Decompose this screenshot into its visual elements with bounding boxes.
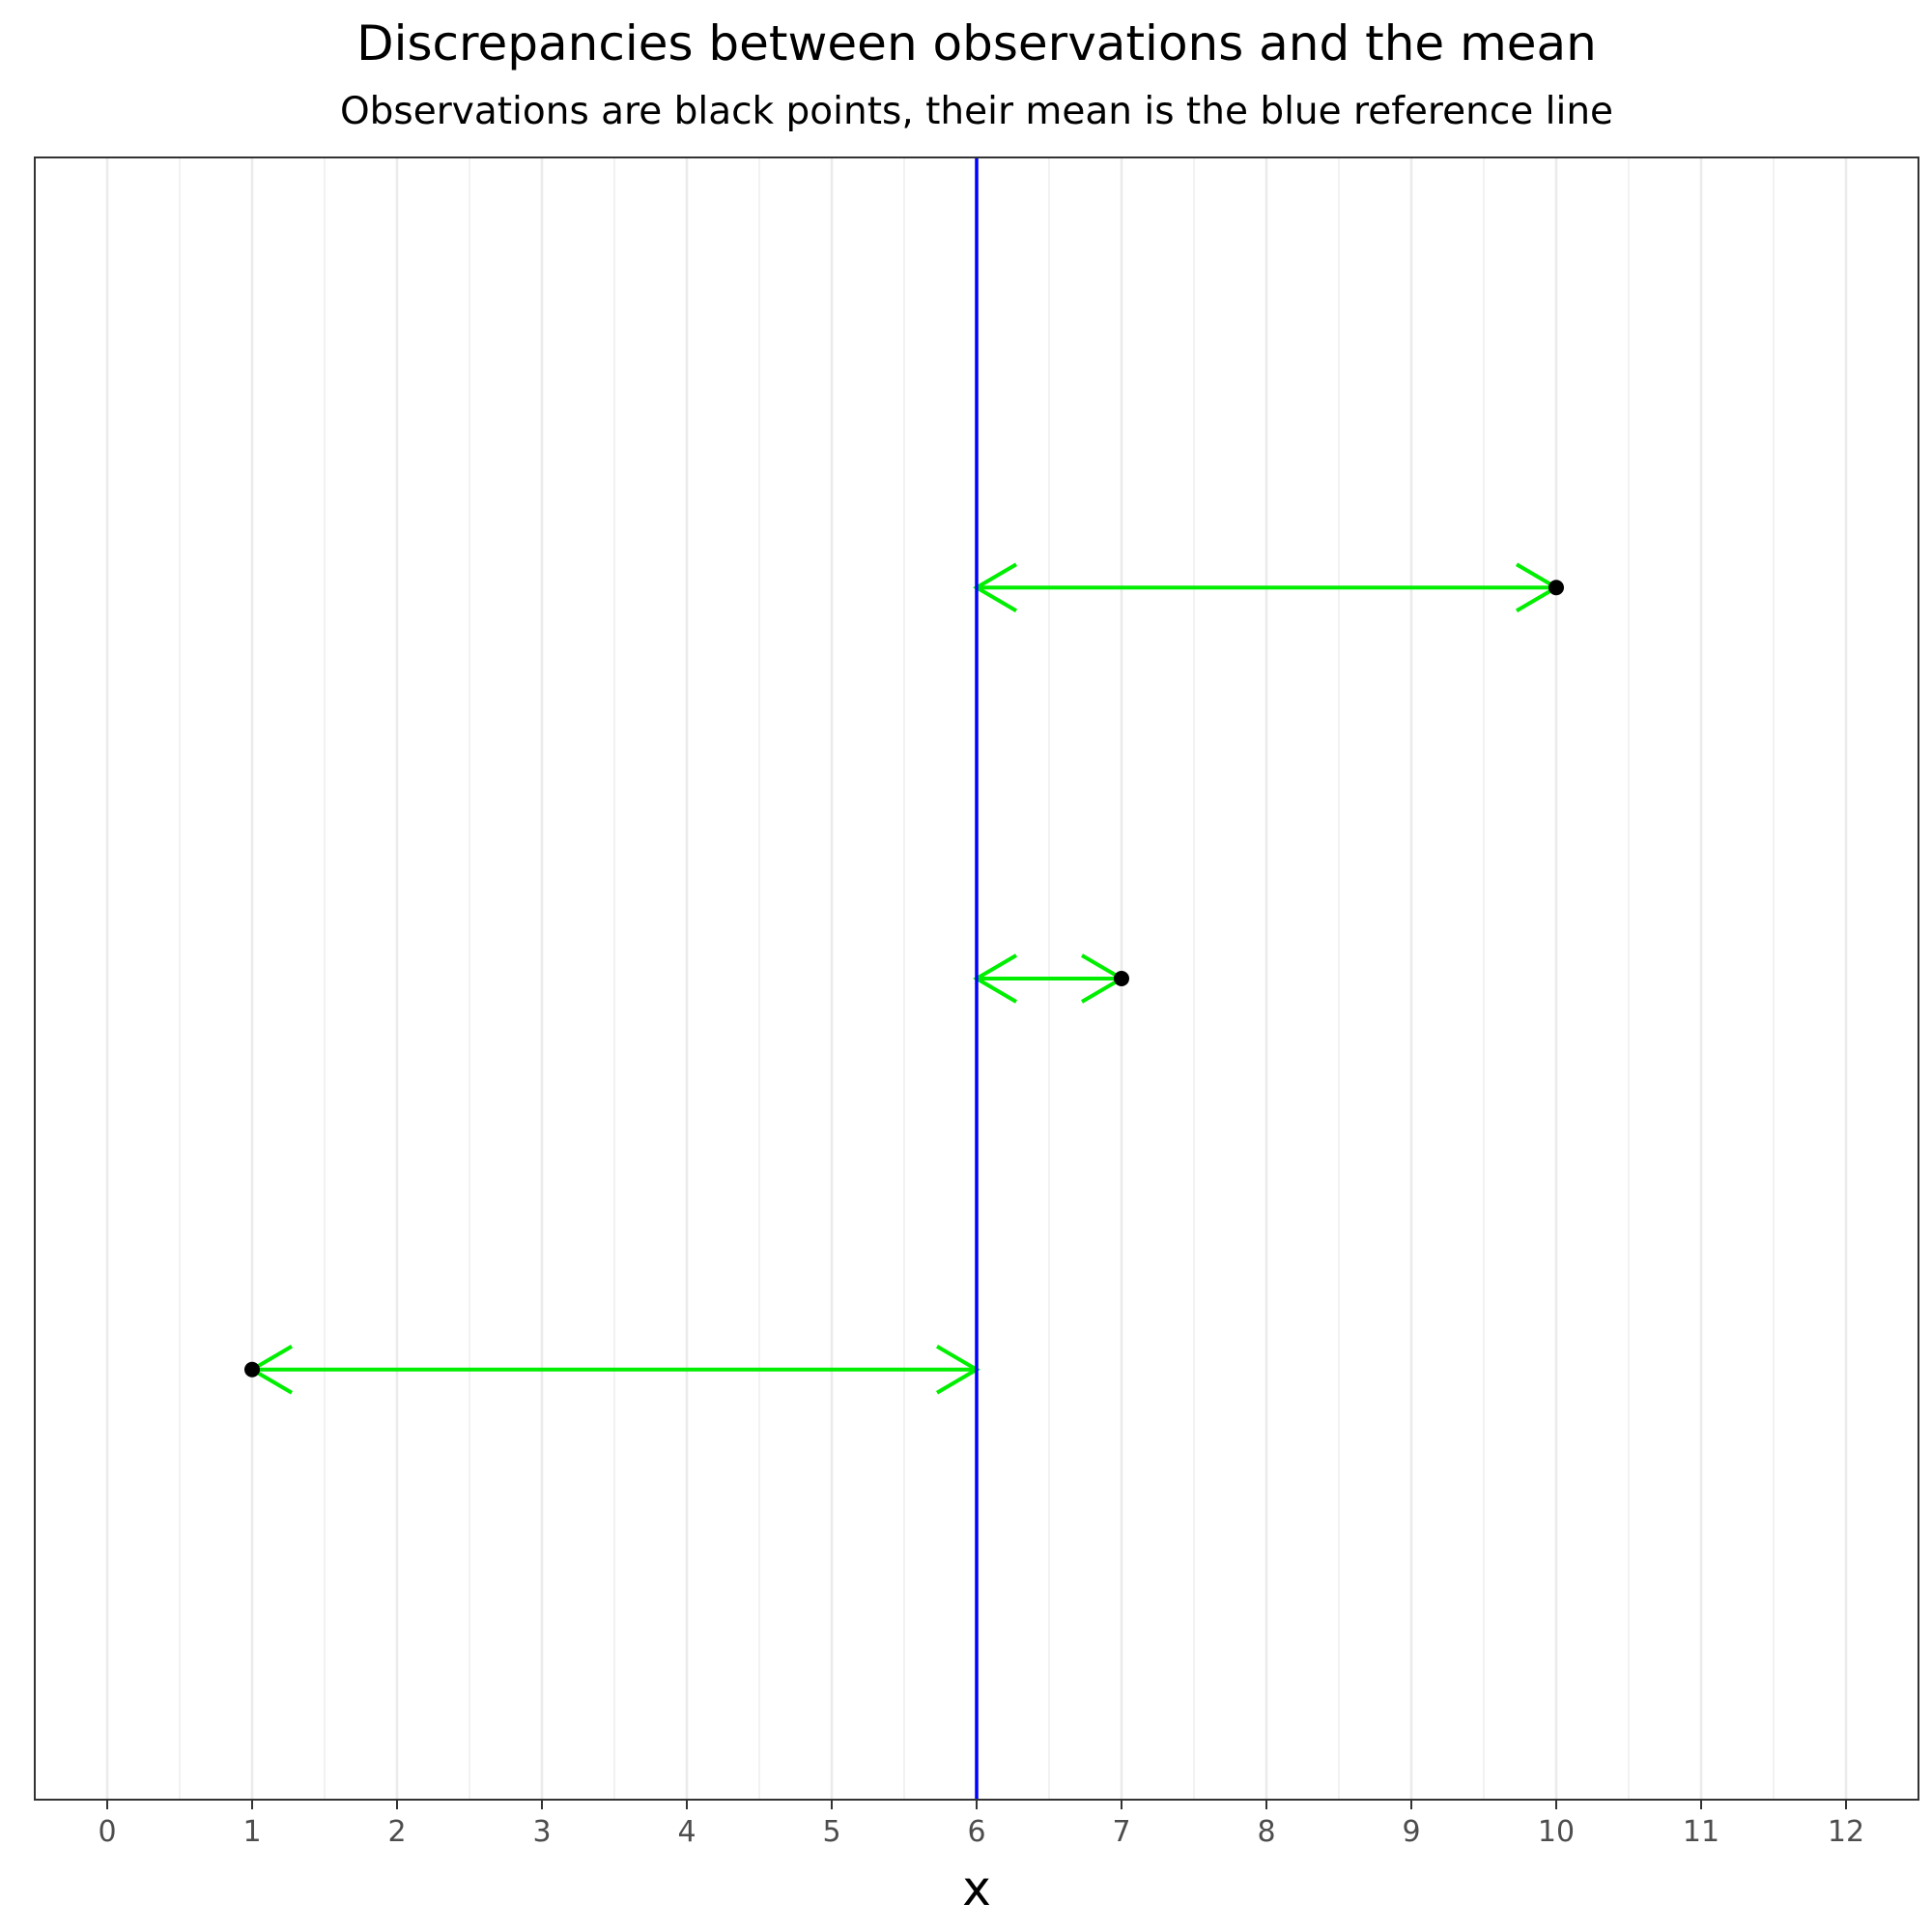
x-tick-label: 2 (387, 1815, 406, 1849)
x-tick-label: 0 (98, 1815, 116, 1849)
observation-points (244, 580, 1564, 1378)
x-tick-label: 6 (967, 1815, 985, 1849)
x-tick-label: 9 (1402, 1815, 1420, 1849)
observation-point (1114, 971, 1129, 986)
x-tick-label: 1 (242, 1815, 261, 1849)
x-tick-label: 4 (677, 1815, 696, 1849)
observation-point (1548, 580, 1564, 596)
x-axis-ticks: 0 1 2 3 4 5 6 7 8 9 10 11 12 (98, 1800, 1864, 1849)
x-tick-label: 12 (1828, 1815, 1864, 1849)
x-axis-title: x (962, 1861, 991, 1917)
chart-subtitle: Observations are black points, their mea… (340, 90, 1613, 133)
x-tick-label: 8 (1257, 1815, 1275, 1849)
x-tick-label: 3 (532, 1815, 551, 1849)
x-tick-label: 5 (822, 1815, 840, 1849)
grid (34, 157, 1919, 1800)
x-tick-label: 10 (1538, 1815, 1575, 1849)
x-tick-label: 7 (1112, 1815, 1130, 1849)
chart-title: Discrepancies between observations and t… (356, 15, 1597, 71)
observation-point (244, 1361, 260, 1378)
x-tick-label: 11 (1683, 1815, 1719, 1849)
discrepancy-arrows (248, 562, 1560, 1395)
